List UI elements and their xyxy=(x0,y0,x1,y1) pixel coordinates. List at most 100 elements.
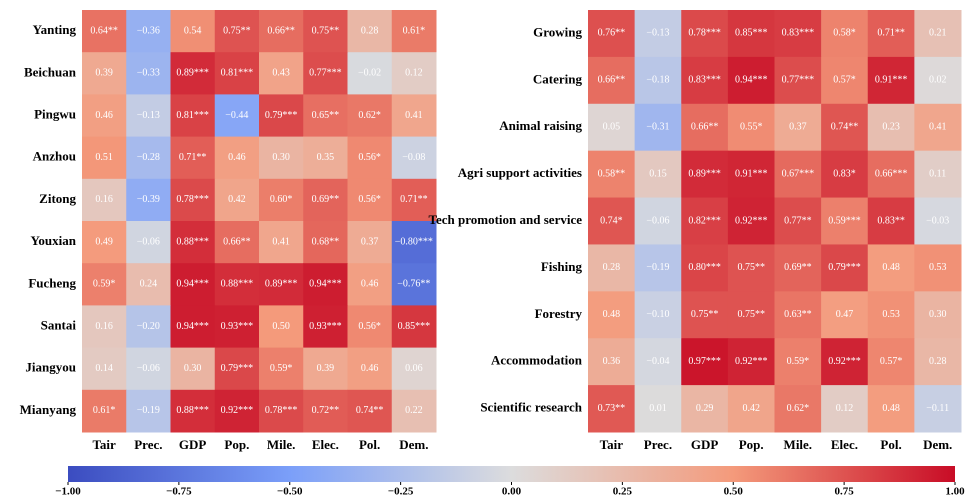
heatmap-cell xyxy=(681,150,729,199)
heatmap-cell xyxy=(214,94,260,138)
y-tick-label: Zitong xyxy=(39,191,76,206)
colorbar-tick-label: −1.00 xyxy=(55,486,81,498)
cell-label: 0.53 xyxy=(929,262,947,273)
heatmap-cell xyxy=(170,52,216,95)
heatmap-cell xyxy=(259,136,304,180)
cell-label: 0.89*** xyxy=(265,279,298,290)
cell-label: −0.44 xyxy=(225,110,248,121)
heatmap-cell xyxy=(914,103,962,152)
heatmap-cell xyxy=(82,178,127,222)
cell-label: 0.66** xyxy=(223,236,251,247)
heatmap-cell xyxy=(727,291,775,339)
cell-label: 0.92*** xyxy=(735,356,768,367)
cell-label: 0.75** xyxy=(737,309,765,320)
colorbar-tick-label: 0.50 xyxy=(724,486,744,498)
cell-label: 0.30 xyxy=(929,309,947,320)
cell-label: 0.42 xyxy=(228,194,246,205)
cell-label: 0.12 xyxy=(836,403,854,414)
y-tick-label: Forestry xyxy=(535,306,583,321)
heatmap-cell xyxy=(634,338,682,386)
cell-label: 0.50 xyxy=(272,321,290,332)
cell-label: 0.05 xyxy=(603,122,621,133)
heatmap-cell xyxy=(82,94,127,138)
cell-label: −0.20 xyxy=(137,321,160,332)
heatmap-cell xyxy=(347,136,393,180)
cell-label: 0.74** xyxy=(356,405,384,416)
cell-label: 0.69** xyxy=(784,262,812,273)
heatmap-cell xyxy=(867,150,915,199)
heatmap-cell xyxy=(821,338,869,386)
cell-label: 0.66** xyxy=(691,122,719,133)
heatmap-cell xyxy=(588,385,636,433)
cell-label: 0.67*** xyxy=(782,168,815,179)
heatmap-cell xyxy=(82,347,127,391)
heatmap-cell xyxy=(82,10,127,53)
cell-label: 0.02 xyxy=(929,75,947,86)
heatmap-cell xyxy=(774,103,822,152)
cell-label: −0.06 xyxy=(137,236,160,247)
heatmap-cell xyxy=(821,10,869,58)
heatmap-cell xyxy=(347,94,393,138)
cell-label: 0.56* xyxy=(358,321,381,332)
heatmap-cell xyxy=(681,197,729,245)
heatmap-cell xyxy=(391,347,437,391)
heatmap-cell xyxy=(867,56,915,105)
heatmap-cell xyxy=(588,244,636,292)
cell-label: 0.63** xyxy=(784,309,812,320)
cell-label: 0.28 xyxy=(929,356,947,367)
cell-label: 0.48 xyxy=(882,403,900,414)
y-tick-label: Yanting xyxy=(33,22,77,37)
cell-label: 0.75** xyxy=(691,309,719,320)
cell-label: 0.69** xyxy=(312,194,340,205)
heatmap-cell xyxy=(214,389,260,433)
cell-label: 0.75** xyxy=(737,262,765,273)
cell-label: −0.08 xyxy=(402,152,425,163)
x-tick-label: Prec. xyxy=(134,437,162,452)
heatmap-cell xyxy=(867,338,915,386)
y-tick-label: Agri support activities xyxy=(458,165,582,180)
cell-label: 0.85*** xyxy=(398,321,431,332)
heatmap-cell xyxy=(170,347,216,391)
cell-label: 0.94*** xyxy=(735,75,768,86)
heatmap-cell xyxy=(588,338,636,386)
heatmap-cell xyxy=(634,291,682,339)
cell-label: 0.60* xyxy=(270,194,293,205)
heatmap-cell xyxy=(774,291,822,339)
cell-label: 0.58* xyxy=(833,28,856,39)
heatmap-cell xyxy=(914,197,962,245)
heatmap-cell xyxy=(259,10,304,53)
cell-label: 0.21 xyxy=(929,28,947,39)
heatmap-cell xyxy=(126,94,171,138)
cell-label: 0.93*** xyxy=(221,321,254,332)
cell-label: 0.37 xyxy=(361,236,379,247)
cell-label: 0.94*** xyxy=(176,321,209,332)
heatmap-cell xyxy=(588,10,636,58)
heatmap-cell xyxy=(634,385,682,433)
heatmap-cell xyxy=(727,103,775,152)
cell-label: −0.19 xyxy=(137,405,160,416)
cell-label: −0.02 xyxy=(358,68,381,79)
heatmap-cell xyxy=(681,10,729,58)
cell-label: 0.92*** xyxy=(828,356,861,367)
heatmap-cell xyxy=(391,221,437,264)
y-tick-label: Scientific research xyxy=(480,400,582,415)
cell-label: 0.47 xyxy=(836,309,854,320)
y-tick-label: Santai xyxy=(41,317,77,332)
cell-label: −0.80*** xyxy=(395,236,433,247)
cell-label: 0.94*** xyxy=(309,279,342,290)
heatmap-cell xyxy=(634,103,682,152)
heatmap-cell xyxy=(774,244,822,292)
cell-label: 0.46 xyxy=(361,363,379,374)
cell-label: 0.94*** xyxy=(176,279,209,290)
heatmap-cell xyxy=(303,221,348,264)
cell-label: −0.39 xyxy=(137,194,160,205)
cell-label: 0.79*** xyxy=(221,363,254,374)
heatmap-cell xyxy=(347,263,393,306)
heatmap-cell xyxy=(914,10,962,58)
cell-label: 0.75** xyxy=(223,25,251,36)
heatmap-cell xyxy=(821,385,869,433)
cell-label: −0.28 xyxy=(137,152,160,163)
cell-label: 0.78*** xyxy=(176,194,209,205)
cell-label: 0.88*** xyxy=(176,405,209,416)
